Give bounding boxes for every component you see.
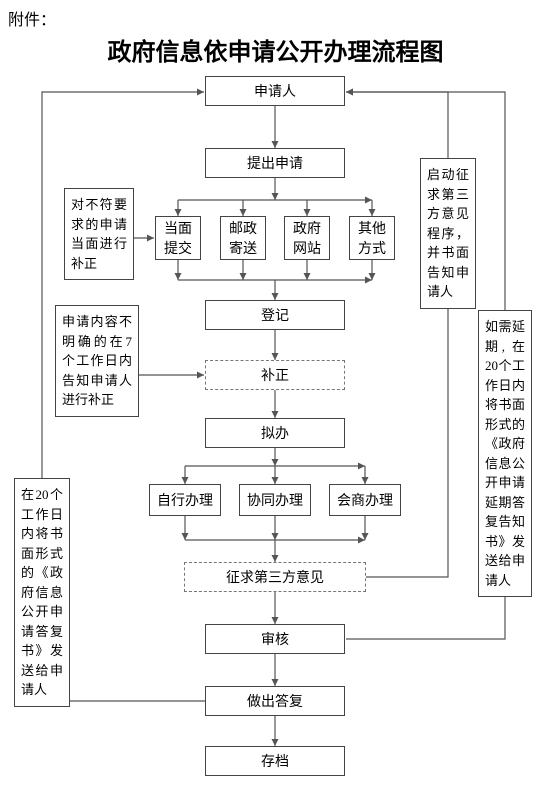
node-method-web: 政府网站 [284,216,330,260]
node-register: 登记 [205,300,345,330]
node-submit: 提出申请 [205,148,345,178]
node-method-post: 邮政寄送 [220,216,266,260]
note-correct-face: 对不符要求的申请当面进行补正 [64,188,134,280]
node-handle-self: 自行办理 [149,484,221,516]
note-correct-content: 申请内容不明确的在7个工作日内告知申请人进行补正 [55,305,139,417]
node-handle-coop: 协同办理 [239,484,311,516]
node-archive: 存档 [205,746,345,776]
node-correction: 补正 [205,360,345,390]
attachment-label: 附件： [8,6,56,30]
node-handle-consult: 会商办理 [329,484,401,516]
node-method-other: 其他方式 [349,216,395,260]
note-third-party-start: 启动征求第三方意见程序，并书面告知申请人 [420,158,476,309]
node-method-face: 当面提交 [155,216,201,260]
node-third-party: 征求第三方意见 [184,562,366,592]
node-draft: 拟办 [205,418,345,448]
note-reply-20: 在20个工作日内将书面形式的《政府信息公开申请答复书》发送给申请人 [14,478,70,707]
page-title: 政府信息依申请公开办理流程图 [0,32,551,67]
node-reply: 做出答复 [205,686,345,716]
node-review: 审核 [205,624,345,654]
node-applicant: 申请人 [205,76,345,106]
note-extend: 如需延期, 在20个工作日内将书面形式的《政府信息公开申请延期答复告知书》发送给… [478,310,532,597]
